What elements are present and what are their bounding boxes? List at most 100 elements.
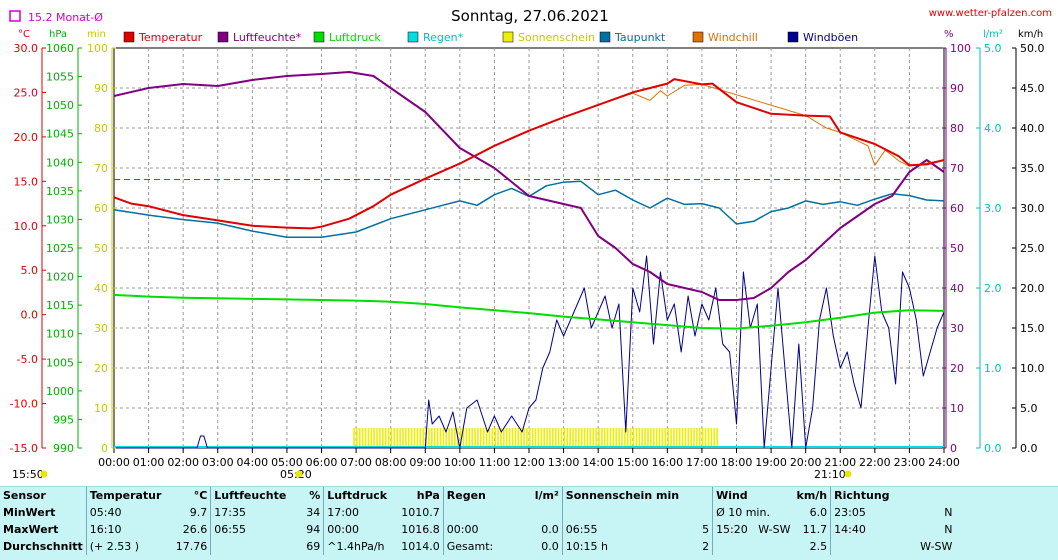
sunshine-bar: [433, 428, 436, 448]
site-url[interactable]: www.wetter-pfalzen.com: [929, 8, 1052, 19]
x-tick-label: 22:00: [859, 456, 891, 469]
sunshine-bar: [624, 428, 626, 448]
x-tick-label: 11:00: [479, 456, 511, 469]
sunshine-bar: [402, 428, 404, 448]
x-tick-label: 05:00: [271, 456, 303, 469]
hdr-wind-unit: km/h: [796, 489, 828, 502]
x-tick-label: 21:00: [824, 456, 856, 469]
legend-swatch: [502, 31, 514, 43]
temp-value: 9.7: [189, 506, 208, 519]
sunshine-bar: [687, 428, 690, 448]
sunshine-tick-label: 30: [94, 322, 108, 335]
sunshine-bar: [419, 428, 422, 448]
rain-value: 0.0: [541, 523, 559, 536]
sunshine-bar: [592, 428, 595, 448]
unit-min: min: [87, 29, 106, 40]
sunshine-bar: [514, 428, 517, 448]
temp-time: 16:10: [85, 521, 173, 538]
hdr-humidity: Luftfeuchte: [210, 487, 296, 504]
temperature-tick-label: 5.0: [21, 264, 39, 277]
x-tick-label: 06:00: [306, 456, 338, 469]
sunshine-bar: [543, 428, 546, 448]
sunshine-bar: [546, 428, 548, 448]
temperature-tick-label: -15.0: [10, 442, 38, 455]
monthly-avg-marker-icon: [9, 10, 21, 22]
humidity-tick-label: 20: [950, 362, 964, 375]
weather-chart: Sonntag, 27.06.2021 www.wetter-pfalzen.c…: [9, 7, 1052, 481]
wind-tick-label: 0.0: [1020, 442, 1038, 455]
sunshine-bar: [644, 428, 646, 448]
sunshine-bar: [572, 428, 574, 448]
legend-label: Windböen: [803, 31, 858, 44]
sunshine-tick-label: 100: [87, 42, 108, 55]
sunshine-bar: [537, 428, 540, 448]
x-tick-label: 02:00: [167, 456, 199, 469]
hdr-temp-unit: °C: [193, 489, 208, 502]
sunshine-bar: [442, 428, 445, 448]
rain-tick-label: 0.0: [984, 442, 1002, 455]
sunshine-bar: [480, 428, 482, 448]
sunshine-bar: [675, 428, 678, 448]
hum-time: [210, 538, 296, 555]
sunshine-bar: [497, 428, 499, 448]
hum-value: 34: [306, 506, 321, 519]
sunshine-bar: [569, 428, 571, 448]
legend-swatch: [787, 31, 799, 43]
legend-label: Luftfeuchte*: [233, 31, 302, 44]
sun-value: 2: [702, 540, 710, 553]
dir-time: 14:40: [830, 521, 918, 538]
press-value: 1014.0: [401, 540, 440, 553]
dir-value: N: [944, 523, 953, 536]
wind-value: 6.0: [809, 506, 828, 519]
temperature-tick-label: 0.0: [21, 309, 39, 322]
wind-label: Ø 10 min.: [712, 504, 794, 521]
wind-tick-label: 45.0: [1020, 82, 1045, 95]
sunshine-bar: [367, 428, 370, 448]
corner-sun-icon: [40, 470, 48, 478]
sunshine-tick-label: 20: [94, 362, 108, 375]
sunshine-tick-label: 60: [94, 202, 108, 215]
sunshine-bar: [684, 428, 687, 448]
axes: 00:00 01:00 02:00 03:00 04:00 05:00 06:00 07:00…: [10, 42, 1045, 469]
sunshine-bar: [690, 428, 692, 448]
humidity-tick-label: 30: [950, 322, 964, 335]
sunshine-bar: [586, 428, 589, 448]
sunshine-bar: [603, 428, 606, 448]
sunshine-bar: [356, 428, 358, 448]
sunshine-bar: [358, 428, 361, 448]
sunshine-bar: [445, 428, 448, 448]
sunshine-bar: [361, 428, 364, 448]
sunshine-bar: [601, 428, 603, 448]
humidity-tick-label: 70: [950, 162, 964, 175]
series-temperatur-line: [113, 78, 945, 230]
plot-area: [113, 47, 945, 449]
sunshine-bar: [609, 428, 612, 448]
sunset-time: 21:10: [814, 468, 846, 481]
x-tick-label: 01:00: [133, 456, 165, 469]
row-label: MaxWert: [3, 523, 59, 536]
hdr-sensor: Sensor: [3, 489, 46, 502]
humidity-tick-label: 80: [950, 122, 964, 135]
temperature-tick-label: 10.0: [14, 220, 39, 233]
sunshine-bar: [615, 428, 618, 448]
humidity-tick-label: 60: [950, 202, 964, 215]
x-tick-label: 24:00: [928, 456, 960, 469]
temperature-tick-label: 15.0: [14, 175, 39, 188]
sunshine-bar: [462, 428, 465, 448]
dir-time: [830, 538, 918, 555]
hum-value: 94: [306, 523, 321, 536]
sunshine-bar: [511, 428, 514, 448]
x-tick-label: 23:00: [894, 456, 926, 469]
sunshine-bar: [552, 428, 554, 448]
press-time: 17:00: [323, 504, 399, 521]
sunshine-bar: [566, 428, 569, 448]
sunshine-bar: [379, 428, 381, 448]
sunshine-bar: [384, 428, 387, 448]
series-taupunkt-line: [113, 180, 945, 239]
temp-time: 05:40: [85, 504, 173, 521]
rain-time: [442, 504, 520, 521]
humidity-tick-label: 10: [950, 402, 964, 415]
chart-title: Sonntag, 27.06.2021: [451, 7, 609, 25]
x-tick-label: 15:00: [617, 456, 649, 469]
series-windchill-line: [598, 83, 945, 167]
